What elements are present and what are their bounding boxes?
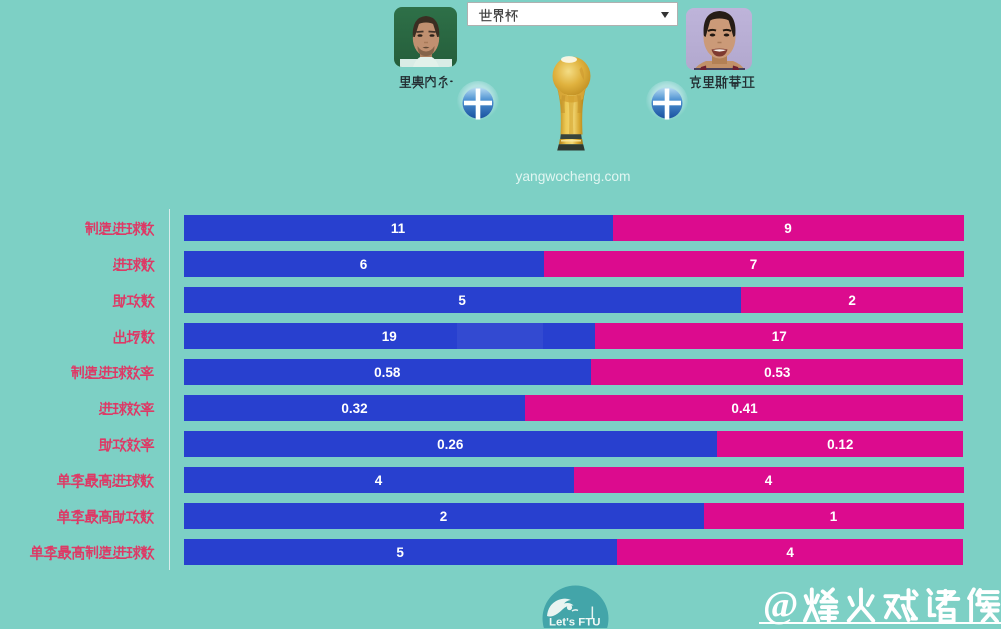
svg-text:Let's FTU: Let's FTU [549,617,600,629]
